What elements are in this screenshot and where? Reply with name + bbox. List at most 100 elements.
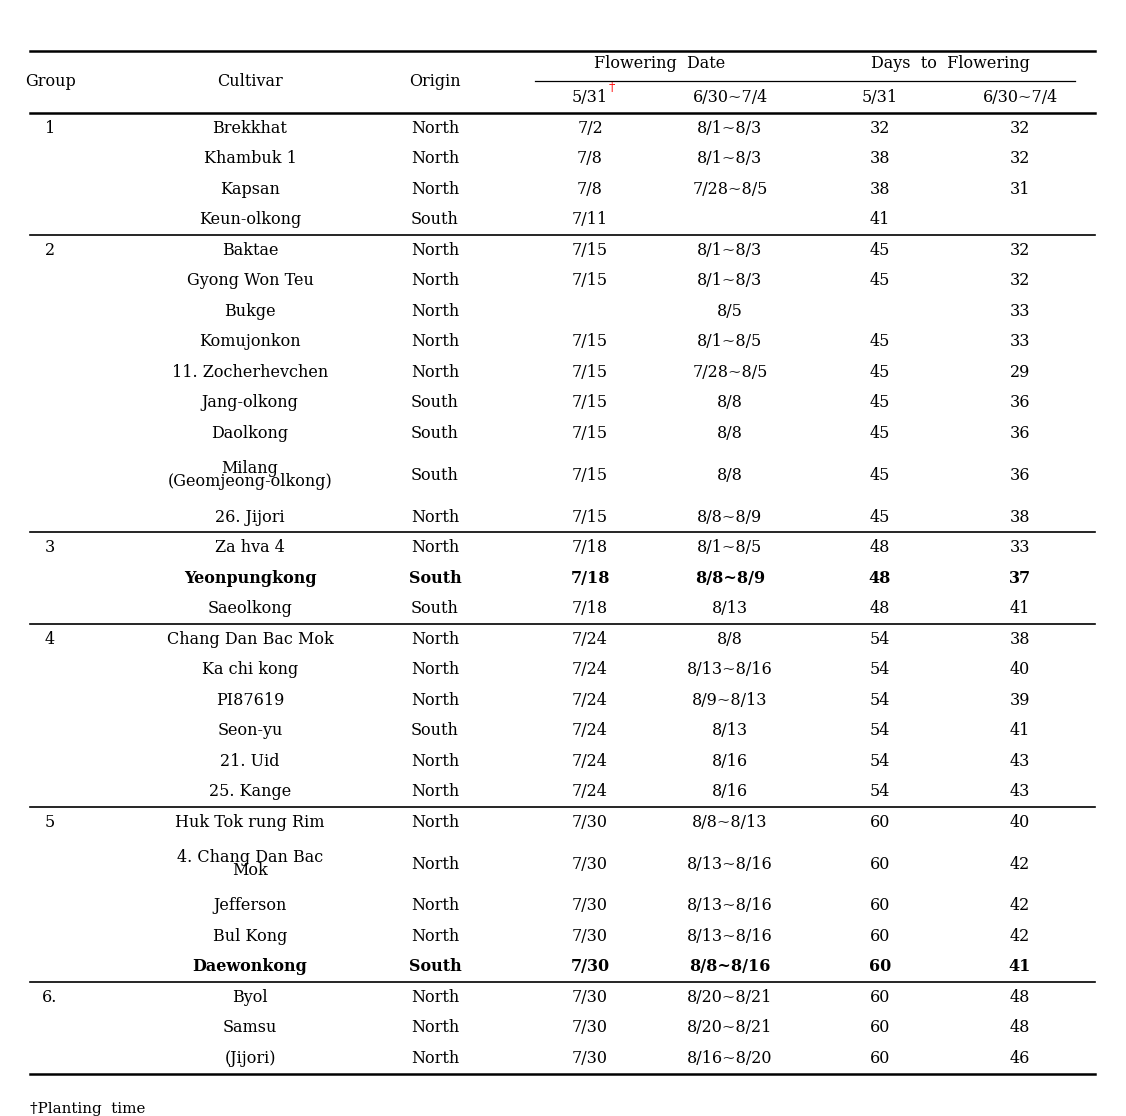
Text: South: South: [411, 600, 459, 617]
Text: 7/24: 7/24: [572, 783, 608, 800]
Text: 7/8: 7/8: [577, 181, 602, 198]
Text: 1: 1: [45, 119, 55, 137]
Text: Flowering  Date: Flowering Date: [595, 55, 725, 71]
Text: 45: 45: [869, 425, 891, 442]
Text: Ka chi kong: Ka chi kong: [202, 661, 298, 679]
Text: 7/28~8/5: 7/28~8/5: [692, 364, 768, 381]
Text: Cultivar: Cultivar: [217, 74, 283, 90]
Text: 42: 42: [1010, 929, 1030, 945]
Text: 8/13~8/16: 8/13~8/16: [687, 929, 772, 945]
Text: 6/30~7/4: 6/30~7/4: [982, 88, 1057, 106]
Text: 8/13~8/16: 8/13~8/16: [687, 897, 772, 914]
Text: Mok: Mok: [232, 862, 268, 879]
Text: 7/30: 7/30: [572, 989, 608, 1006]
Text: 7/8: 7/8: [577, 151, 602, 167]
Text: 29: 29: [1010, 364, 1030, 381]
Text: 48: 48: [869, 600, 891, 617]
Text: 8/13~8/16: 8/13~8/16: [687, 661, 772, 679]
Text: 32: 32: [1010, 151, 1030, 167]
Text: North: North: [411, 929, 459, 945]
Text: 41: 41: [1010, 600, 1030, 617]
Text: 32: 32: [1010, 272, 1030, 289]
Text: PI87619: PI87619: [216, 692, 284, 709]
Text: 21. Uid: 21. Uid: [221, 752, 279, 770]
Text: 4. Chang Dan Bac: 4. Chang Dan Bac: [177, 849, 323, 866]
Text: 38: 38: [869, 151, 891, 167]
Text: 8/8: 8/8: [717, 466, 743, 483]
Text: North: North: [411, 539, 459, 556]
Text: 8/1~8/3: 8/1~8/3: [697, 242, 762, 259]
Text: 26. Jijori: 26. Jijori: [215, 509, 285, 526]
Text: 38: 38: [1010, 631, 1030, 647]
Text: 7/15: 7/15: [572, 334, 608, 350]
Text: 60: 60: [869, 897, 891, 914]
Text: 11. Zocherhevchen: 11. Zocherhevchen: [172, 364, 328, 381]
Text: North: North: [411, 856, 459, 873]
Text: 54: 54: [869, 783, 891, 800]
Text: 54: 54: [869, 752, 891, 770]
Text: 8/13: 8/13: [712, 600, 748, 617]
Text: Group: Group: [25, 74, 75, 90]
Text: North: North: [411, 334, 459, 350]
Text: Bul Kong: Bul Kong: [213, 929, 287, 945]
Text: North: North: [411, 783, 459, 800]
Text: 7/30: 7/30: [572, 856, 608, 873]
Text: 33: 33: [1010, 539, 1030, 556]
Text: North: North: [411, 631, 459, 647]
Text: 8/16: 8/16: [712, 752, 748, 770]
Text: 6.: 6.: [43, 989, 57, 1006]
Text: 8/8~8/13: 8/8~8/13: [692, 814, 768, 830]
Text: 46: 46: [1010, 1050, 1030, 1067]
Text: 8/1~8/3: 8/1~8/3: [697, 151, 762, 167]
Text: †: †: [609, 81, 615, 95]
Text: 43: 43: [1010, 752, 1030, 770]
Text: 8/8: 8/8: [717, 394, 743, 412]
Text: Origin: Origin: [409, 74, 461, 90]
Text: 41: 41: [869, 211, 891, 229]
Text: Seon-yu: Seon-yu: [217, 722, 283, 739]
Text: 36: 36: [1010, 425, 1030, 442]
Text: 7/30: 7/30: [572, 1020, 608, 1037]
Text: 54: 54: [869, 722, 891, 739]
Text: Days  to  Flowering: Days to Flowering: [870, 55, 1029, 71]
Text: 5/31: 5/31: [861, 88, 899, 106]
Text: 7/15: 7/15: [572, 394, 608, 412]
Text: 7/15: 7/15: [572, 509, 608, 526]
Text: 40: 40: [1010, 661, 1030, 679]
Text: 5: 5: [45, 814, 55, 830]
Text: 7/15: 7/15: [572, 272, 608, 289]
Text: 7/2: 7/2: [578, 119, 602, 137]
Text: 33: 33: [1010, 334, 1030, 350]
Text: 8/8: 8/8: [717, 631, 743, 647]
Text: (Jijori): (Jijori): [224, 1050, 276, 1067]
Text: 7/11: 7/11: [572, 211, 608, 229]
Text: 48: 48: [1010, 989, 1030, 1006]
Text: 37: 37: [1009, 569, 1031, 587]
Text: 45: 45: [869, 509, 891, 526]
Text: North: North: [411, 1020, 459, 1037]
Text: Chang Dan Bac Mok: Chang Dan Bac Mok: [167, 631, 333, 647]
Text: 54: 54: [869, 692, 891, 709]
Text: 7/30: 7/30: [572, 897, 608, 914]
Text: North: North: [411, 181, 459, 198]
Text: 48: 48: [1010, 1020, 1030, 1037]
Text: 8/16: 8/16: [712, 783, 748, 800]
Text: North: North: [411, 814, 459, 830]
Text: 54: 54: [869, 661, 891, 679]
Text: Bukge: Bukge: [224, 302, 276, 320]
Text: North: North: [411, 272, 459, 289]
Text: 7/28~8/5: 7/28~8/5: [692, 181, 768, 198]
Text: 8/1~8/3: 8/1~8/3: [697, 272, 762, 289]
Text: 60: 60: [869, 1020, 891, 1037]
Text: Jang-olkong: Jang-olkong: [202, 394, 298, 412]
Text: 45: 45: [869, 242, 891, 259]
Text: 7/30: 7/30: [572, 929, 608, 945]
Text: 45: 45: [869, 334, 891, 350]
Text: 48: 48: [869, 539, 891, 556]
Text: 8/20~8/21: 8/20~8/21: [687, 989, 772, 1006]
Text: 48: 48: [869, 569, 891, 587]
Text: North: North: [411, 302, 459, 320]
Text: 4: 4: [45, 631, 55, 647]
Text: 7/18: 7/18: [572, 600, 608, 617]
Text: 43: 43: [1010, 783, 1030, 800]
